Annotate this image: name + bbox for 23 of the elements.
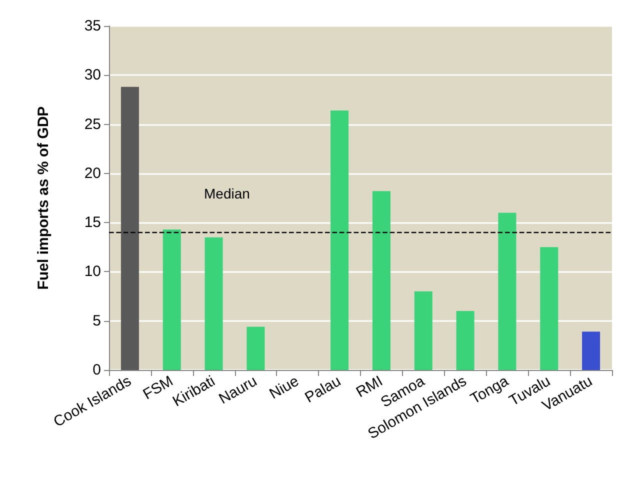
y-tick-label: 20 bbox=[84, 164, 101, 182]
y-tick-label: 15 bbox=[84, 214, 101, 232]
ref-line-label: Median bbox=[204, 185, 250, 202]
bar bbox=[582, 332, 600, 370]
bar bbox=[120, 86, 139, 370]
y-tick-label: 10 bbox=[84, 263, 101, 280]
x-tick-label: Palau bbox=[302, 372, 344, 407]
x-tick-label: Niue bbox=[266, 372, 302, 403]
y-tick-label: 35 bbox=[84, 18, 101, 34]
bar bbox=[246, 326, 265, 370]
bar bbox=[498, 212, 516, 370]
y-tick-label: 0 bbox=[92, 362, 101, 378]
bar bbox=[414, 291, 432, 370]
bar bbox=[456, 311, 474, 370]
y-tick-label: 5 bbox=[92, 312, 101, 330]
bar bbox=[372, 191, 390, 370]
bar bbox=[162, 229, 181, 370]
y-axis-title: Fuel imports as % of GDP bbox=[35, 106, 52, 290]
y-tick-label: 30 bbox=[84, 66, 101, 84]
bar bbox=[540, 247, 558, 370]
bar bbox=[204, 237, 223, 370]
bar bbox=[330, 110, 349, 370]
y-tick-label: 25 bbox=[84, 116, 101, 133]
